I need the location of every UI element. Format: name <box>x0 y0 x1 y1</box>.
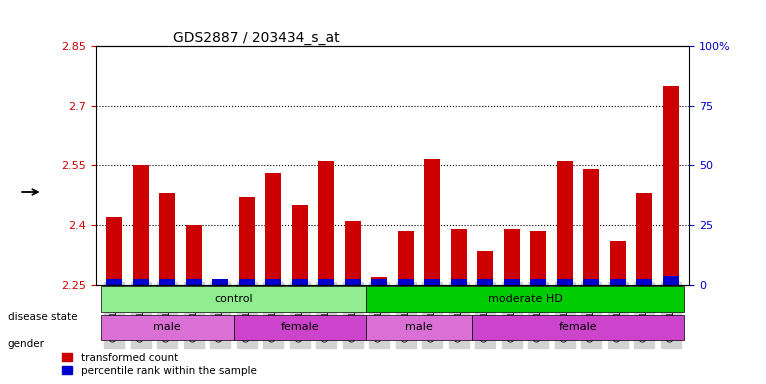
Bar <box>530 279 546 285</box>
Text: gender: gender <box>8 339 44 349</box>
Bar <box>265 279 281 285</box>
Bar <box>106 279 123 285</box>
Bar <box>239 279 255 285</box>
Bar <box>504 279 520 285</box>
Bar <box>372 279 388 285</box>
Bar <box>133 279 149 285</box>
Bar <box>504 229 520 285</box>
Bar <box>159 279 175 285</box>
Bar <box>345 279 361 285</box>
Bar <box>557 279 573 285</box>
Bar <box>424 159 440 285</box>
Bar <box>398 231 414 285</box>
Bar <box>663 86 679 285</box>
FancyBboxPatch shape <box>366 314 472 340</box>
Bar <box>186 225 201 285</box>
Text: disease state: disease state <box>8 312 77 322</box>
Bar <box>265 173 281 285</box>
Bar <box>133 165 149 285</box>
Bar <box>292 205 308 285</box>
Text: control: control <box>214 294 253 304</box>
Bar <box>451 229 466 285</box>
FancyBboxPatch shape <box>366 286 684 312</box>
Bar <box>212 278 228 285</box>
Bar <box>530 231 546 285</box>
Bar <box>584 279 599 285</box>
FancyBboxPatch shape <box>101 286 366 312</box>
Bar <box>477 251 493 285</box>
Bar <box>637 279 653 285</box>
Bar <box>319 279 334 285</box>
Text: GDS2887 / 203434_s_at: GDS2887 / 203434_s_at <box>173 31 339 45</box>
Bar <box>319 161 334 285</box>
Bar <box>557 161 573 285</box>
Bar <box>637 193 653 285</box>
Bar <box>584 169 599 285</box>
Text: male: male <box>153 323 182 333</box>
Bar <box>424 279 440 285</box>
Bar <box>451 279 466 285</box>
Bar <box>610 279 626 285</box>
Bar <box>186 279 201 285</box>
Bar <box>372 276 388 285</box>
Bar <box>477 279 493 285</box>
FancyBboxPatch shape <box>234 314 366 340</box>
Bar <box>663 276 679 285</box>
FancyBboxPatch shape <box>472 314 684 340</box>
Bar <box>292 279 308 285</box>
FancyBboxPatch shape <box>101 314 234 340</box>
Text: female: female <box>280 323 319 333</box>
Bar <box>345 221 361 285</box>
Bar <box>106 217 123 285</box>
Legend: transformed count, percentile rank within the sample: transformed count, percentile rank withi… <box>59 349 260 379</box>
Bar <box>398 279 414 285</box>
Text: female: female <box>558 323 597 333</box>
Bar <box>239 197 255 285</box>
Bar <box>212 279 228 285</box>
Bar <box>159 193 175 285</box>
Text: male: male <box>405 323 433 333</box>
Text: moderate HD: moderate HD <box>488 294 562 304</box>
Bar <box>610 241 626 285</box>
